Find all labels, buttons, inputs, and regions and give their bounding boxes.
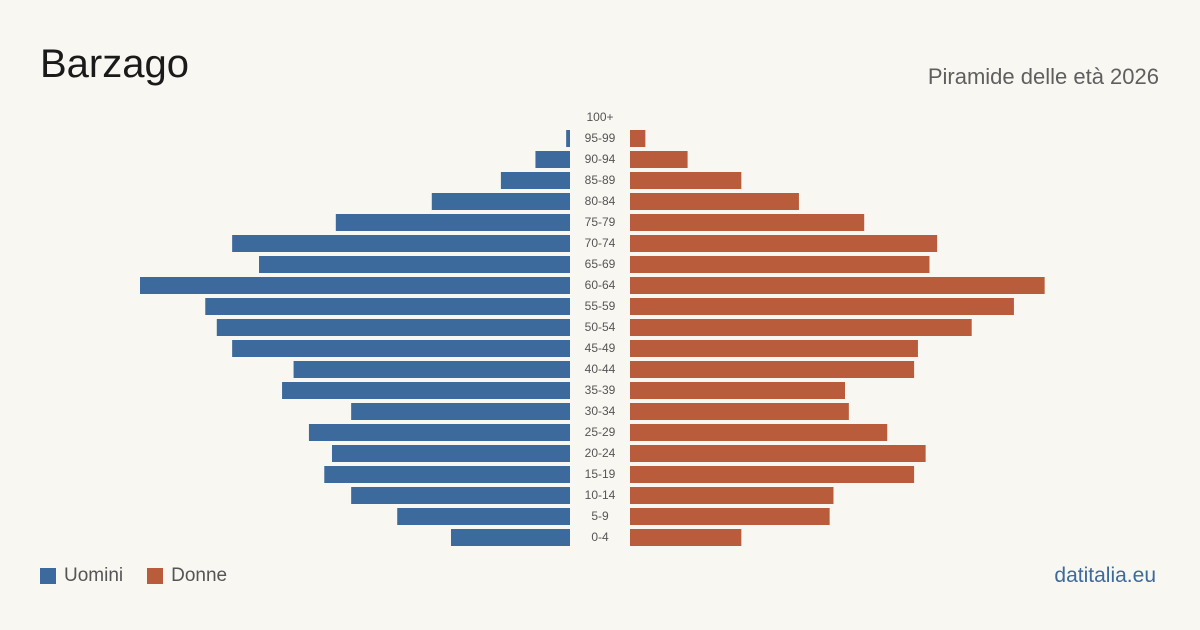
bar-female-45-49 xyxy=(630,340,918,357)
legend-label-female: Donne xyxy=(171,565,228,586)
bar-male-65-69 xyxy=(259,256,570,273)
bar-male-45-49 xyxy=(232,340,570,357)
bar-male-0-4 xyxy=(450,529,570,546)
bar-female-75-79 xyxy=(630,214,865,231)
bar-male-90-94 xyxy=(535,151,570,168)
age-label-75-79: 75-79 xyxy=(585,215,616,229)
bar-female-30-34 xyxy=(630,403,849,420)
bar-male-75-79 xyxy=(335,214,570,231)
bar-female-5-9 xyxy=(630,508,830,525)
bar-female-10-14 xyxy=(630,487,834,504)
age-label-20-24: 20-24 xyxy=(585,446,616,460)
age-label-55-59: 55-59 xyxy=(585,299,616,313)
bar-male-20-24 xyxy=(331,445,570,462)
site-link[interactable]: datitalia.eu xyxy=(1054,564,1156,587)
bar-male-55-59 xyxy=(205,298,570,315)
bar-male-30-34 xyxy=(351,403,570,420)
bar-male-5-9 xyxy=(397,508,570,525)
age-label-100+: 100+ xyxy=(586,110,613,124)
bar-female-85-89 xyxy=(630,172,742,189)
legend: Uomini Donne xyxy=(40,565,227,587)
bar-female-90-94 xyxy=(630,151,688,168)
bar-male-80-84 xyxy=(431,193,570,210)
bar-female-25-29 xyxy=(630,424,888,441)
bar-female-20-24 xyxy=(630,445,926,462)
bar-female-80-84 xyxy=(630,193,799,210)
bar-male-40-44 xyxy=(293,361,570,378)
chart-title: Barzago xyxy=(40,42,189,86)
chart-subtitle: Piramide delle età 2026 xyxy=(927,64,1159,89)
bar-male-60-64 xyxy=(140,277,570,294)
age-label-65-69: 65-69 xyxy=(585,257,616,271)
bar-male-15-19 xyxy=(324,466,570,483)
bar-female-40-44 xyxy=(630,361,915,378)
bar-male-10-14 xyxy=(351,487,570,504)
age-label-85-89: 85-89 xyxy=(585,173,616,187)
legend-swatch-male xyxy=(40,568,56,584)
age-label-50-54: 50-54 xyxy=(585,320,616,334)
bar-male-95-99 xyxy=(566,130,570,147)
bar-female-0-4 xyxy=(630,529,742,546)
bar-male-70-74 xyxy=(232,235,570,252)
age-label-30-34: 30-34 xyxy=(585,404,616,418)
legend-item-female: Donne xyxy=(147,565,227,587)
bar-male-50-54 xyxy=(216,319,571,336)
bar-male-25-29 xyxy=(308,424,570,441)
bar-female-50-54 xyxy=(630,319,972,336)
age-label-5-9: 5-9 xyxy=(591,509,609,523)
age-label-35-39: 35-39 xyxy=(585,383,616,397)
bar-female-55-59 xyxy=(630,298,1014,315)
legend-item-male: Uomini xyxy=(40,565,123,587)
bar-female-60-64 xyxy=(630,277,1045,294)
age-label-40-44: 40-44 xyxy=(585,362,616,376)
bar-female-65-69 xyxy=(630,256,930,273)
age-label-60-64: 60-64 xyxy=(585,278,616,292)
age-label-80-84: 80-84 xyxy=(585,194,616,208)
bar-female-35-39 xyxy=(630,382,845,399)
age-label-95-99: 95-99 xyxy=(585,131,616,145)
age-label-45-49: 45-49 xyxy=(585,341,616,355)
age-label-25-29: 25-29 xyxy=(585,425,616,439)
legend-swatch-female xyxy=(147,568,164,584)
age-label-0-4: 0-4 xyxy=(591,530,609,544)
age-label-15-19: 15-19 xyxy=(585,467,616,481)
bar-female-15-19 xyxy=(630,466,915,483)
bar-male-85-89 xyxy=(500,172,570,189)
legend-label-male: Uomini xyxy=(64,565,124,586)
age-label-10-14: 10-14 xyxy=(585,488,616,502)
age-label-90-94: 90-94 xyxy=(585,152,616,166)
bar-female-70-74 xyxy=(630,235,938,252)
age-label-70-74: 70-74 xyxy=(585,236,616,250)
bar-male-35-39 xyxy=(282,382,570,399)
bar-female-95-99 xyxy=(630,130,646,147)
